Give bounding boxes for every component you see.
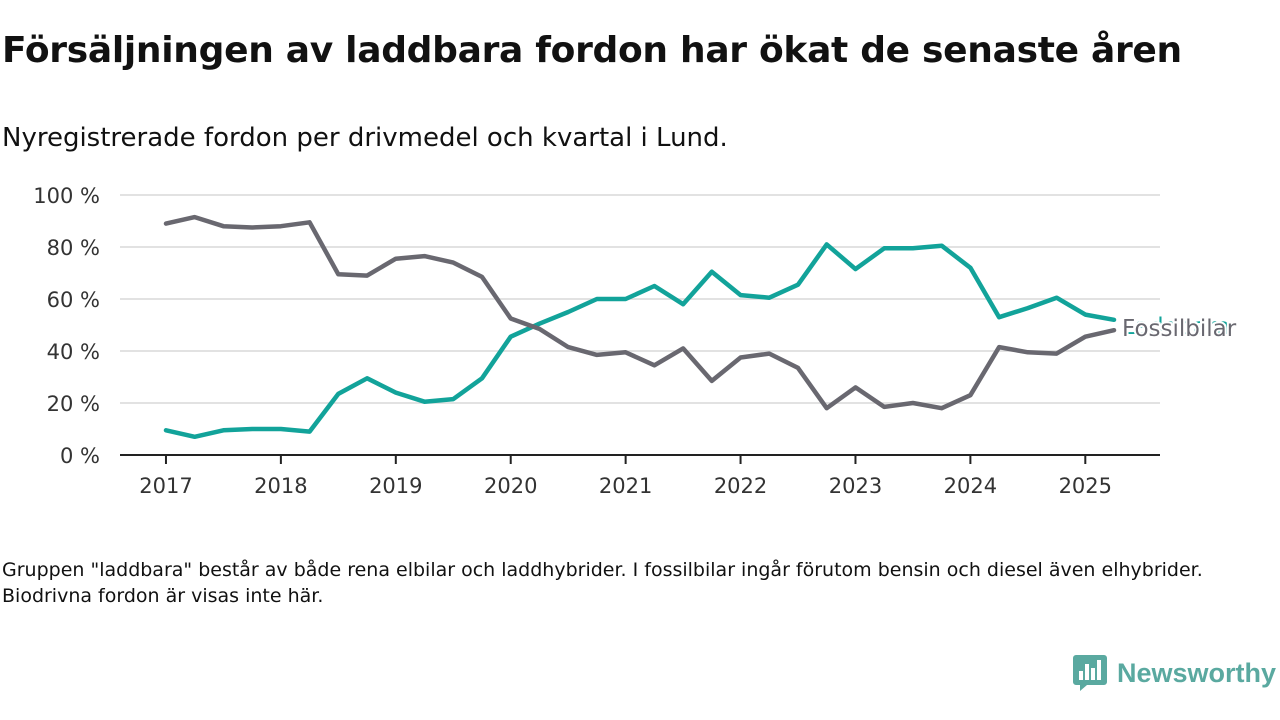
x-tick-label: 2019 — [369, 474, 422, 498]
series-label-fossilbilar: Fossilbilar — [1122, 316, 1237, 342]
series-line-fossilbilar — [163, 214, 1117, 411]
newsworthy-logo[interactable]: Newsworthy — [1073, 655, 1276, 691]
y-tick-label: 40 % — [47, 340, 100, 364]
footnote: Gruppen "laddbara" består av både rena e… — [2, 559, 1203, 607]
chart-title: Försäljningen av laddbara fordon har öka… — [2, 30, 1182, 71]
series-line-laddbara — [163, 242, 1117, 440]
series-label-laddbara: Laddbara — [1122, 314, 1230, 340]
x-tick-label: 2021 — [599, 474, 652, 498]
x-tick-label: 2023 — [829, 474, 882, 498]
x-tick-label: 2018 — [254, 474, 307, 498]
y-tick-label: 100 % — [33, 184, 100, 208]
brand-name: Newsworthy — [1117, 657, 1277, 688]
line-chart: 0 % 20 % 40 % 60 % 80 % 100 % 2017 2018 2019 2020… — [33, 184, 1238, 498]
y-tick-label: 60 % — [47, 288, 100, 312]
chart-subtitle: Nyregistrerade fordon per drivmedel och … — [2, 123, 728, 153]
y-tick-label: 20 % — [47, 392, 100, 416]
x-tick-label: 2020 — [484, 474, 537, 498]
y-tick-label: 0 % — [60, 444, 100, 468]
x-tick-label: 2025 — [1059, 474, 1112, 498]
y-tick-label: 80 % — [47, 236, 100, 260]
x-tick-label: 2017 — [139, 474, 192, 498]
newsworthy-chart-bubble-icon — [1073, 655, 1107, 691]
x-tick-label: 2022 — [714, 474, 767, 498]
x-tick-label: 2024 — [944, 474, 997, 498]
